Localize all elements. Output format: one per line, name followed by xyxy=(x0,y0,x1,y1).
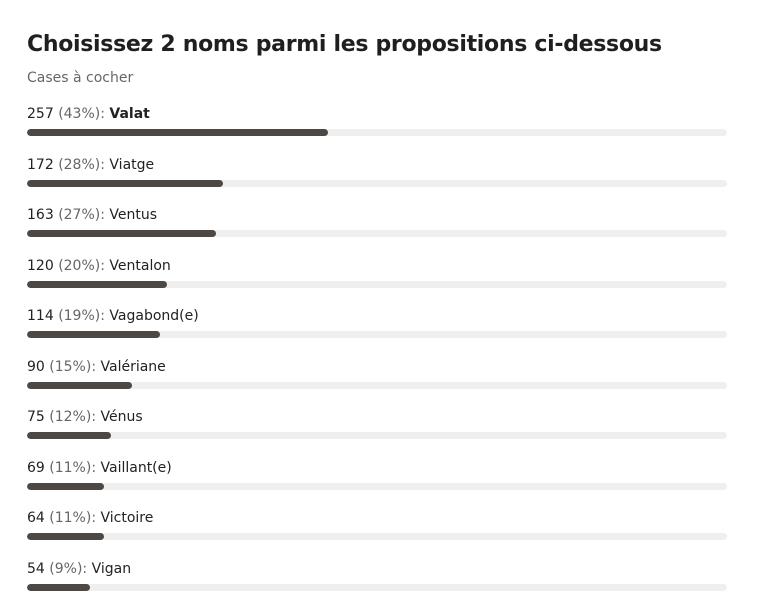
bar-track xyxy=(27,482,727,490)
option-name: Viatge xyxy=(109,156,155,173)
vote-count: 257 xyxy=(27,106,54,122)
vote-percent: (28%): xyxy=(58,156,105,173)
option-name: Vaillant(e) xyxy=(100,459,172,476)
option-name: Vigan xyxy=(91,560,132,577)
bar xyxy=(27,230,216,237)
option-name: Ventalon xyxy=(109,257,171,274)
vote-count: 75 xyxy=(27,409,45,425)
bar xyxy=(27,482,104,490)
bar-track xyxy=(27,381,727,389)
row-label: 120 (20%): Ventalon xyxy=(27,258,727,274)
option-name: Ventus xyxy=(109,207,158,223)
bar-track xyxy=(27,432,727,439)
bar xyxy=(27,381,132,389)
vote-percent: (27%): xyxy=(58,207,105,223)
row-label: 163 (27%): Ventus xyxy=(27,207,727,223)
poll-row: 120 (20%): Ventalon xyxy=(27,258,727,298)
vote-percent: (20%): xyxy=(58,257,105,274)
bar xyxy=(27,179,223,187)
row-label: 75 (12%): Vénus xyxy=(27,409,727,425)
poll-row: 69 (11%): Vaillant(e) xyxy=(27,460,727,500)
row-label: 54 (9%): Vigan xyxy=(27,561,727,577)
vote-count: 163 xyxy=(27,207,54,223)
vote-count: 69 xyxy=(27,459,45,476)
row-label: 64 (11%): Victoire xyxy=(27,510,727,526)
bar xyxy=(27,331,160,338)
bar-track xyxy=(27,230,727,237)
option-name: Vénus xyxy=(100,409,143,425)
poll-row: 90 (15%): Valériane xyxy=(27,359,727,399)
row-label: 69 (11%): Vaillant(e) xyxy=(27,460,727,476)
poll-row: 64 (11%): Victoire xyxy=(27,510,727,550)
poll-row: 172 (28%): Viatge xyxy=(27,157,727,197)
poll-row: 257 (43%): Valat xyxy=(27,106,727,146)
vote-percent: (19%): xyxy=(58,308,105,324)
vote-percent: (11%): xyxy=(49,510,97,526)
poll-row: 114 (19%): Vagabond(e) xyxy=(27,308,727,348)
subtitle: Cases à cocher xyxy=(27,70,134,86)
option-name: Victoire xyxy=(100,510,154,526)
bar-track xyxy=(27,583,727,591)
bar xyxy=(27,533,104,540)
vote-count: 114 xyxy=(27,308,54,324)
bar xyxy=(27,129,328,136)
title: Choisissez 2 noms parmi les propositions… xyxy=(27,32,662,57)
bar-track xyxy=(27,179,727,187)
bar xyxy=(27,583,90,591)
vote-percent: (9%): xyxy=(49,560,88,577)
vote-count: 172 xyxy=(27,156,54,173)
vote-percent: (11%): xyxy=(49,459,97,476)
vote-percent: (12%): xyxy=(49,409,97,425)
bar-track xyxy=(27,533,727,540)
poll-row: 54 (9%): Vigan xyxy=(27,561,727,601)
vote-percent: (15%): xyxy=(49,358,97,375)
vote-count: 120 xyxy=(27,257,54,274)
vote-count: 90 xyxy=(27,358,45,375)
bar-track xyxy=(27,331,727,338)
row-label: 90 (15%): Valériane xyxy=(27,359,727,375)
vote-percent: (43%): xyxy=(58,106,105,122)
option-name: Valériane xyxy=(100,358,166,375)
row-label: 172 (28%): Viatge xyxy=(27,157,727,173)
poll-row: 163 (27%): Ventus xyxy=(27,207,727,247)
vote-count: 64 xyxy=(27,510,45,526)
bar-track xyxy=(27,280,727,288)
row-label: 114 (19%): Vagabond(e) xyxy=(27,308,727,324)
option-name: Vagabond(e) xyxy=(109,308,199,324)
bar-track xyxy=(27,129,727,136)
option-name: Valat xyxy=(109,106,150,122)
vote-count: 54 xyxy=(27,560,45,577)
bar xyxy=(27,432,111,439)
bar xyxy=(27,280,167,288)
poll-row: 75 (12%): Vénus xyxy=(27,409,727,449)
row-label: 257 (43%): Valat xyxy=(27,106,727,122)
